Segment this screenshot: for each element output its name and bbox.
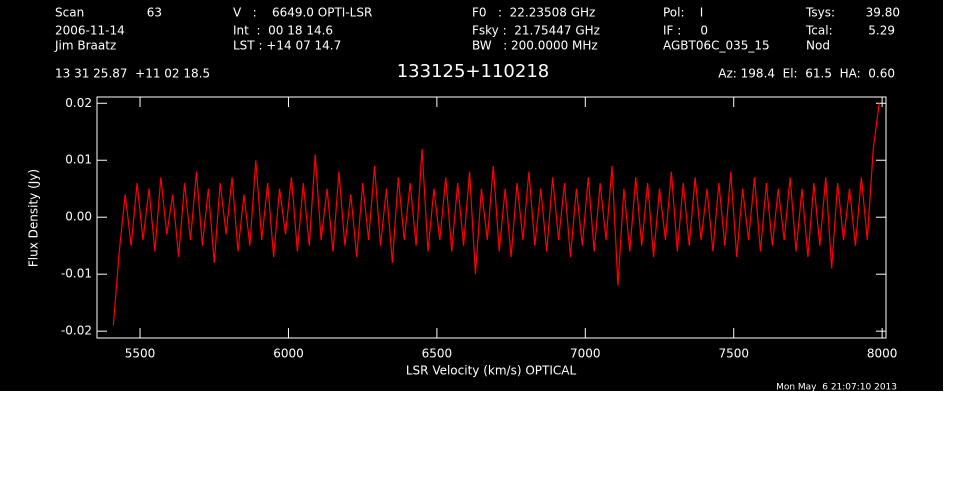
y-tick-label: 0.00 [65,210,92,224]
header-text: F0 : 22.23508 GHz [472,6,595,20]
y-tick-label: -0.02 [61,324,92,338]
header-text: 5.29 [868,24,895,38]
header-text: Tsys: [805,6,835,20]
header-text: IF : 0 [663,24,708,38]
header-text: Mon May 6 21:07:10 2013 [776,383,897,393]
header-text: Scan [55,6,84,20]
header-text: Az: 198.4 El: 61.5 HA: 0.60 [718,67,895,81]
header-text: Pol: I [663,6,703,20]
x-tick-label: 7000 [570,347,601,361]
header-text: Jim Braatz [54,39,116,53]
header-text: V : 6649.0 OPTI-LSR [233,6,372,20]
chart-title: 133125+110218 [397,61,550,82]
header-text: BW : 200.0000 MHz [472,39,598,53]
header-text: Nod [806,39,830,53]
header-text: Fsky : 21.75447 GHz [472,24,600,38]
y-tick-label: -0.01 [61,267,92,281]
header-text: AGBT06C_035_15 [663,39,770,53]
header-text: 39.80 [866,6,900,20]
header-text: Int : 00 18 14.6 [233,24,333,38]
header-text: 13 31 25.87 +11 02 18.5 [55,67,210,81]
x-tick-label: 8000 [867,347,898,361]
x-tick-label: 7500 [718,347,749,361]
header-text: LST : +14 07 14.7 [233,39,341,53]
x-tick-label: 6000 [273,347,304,361]
x-tick-label: 5500 [125,347,156,361]
header-text: 63 [147,6,162,20]
spectrum-line [112,103,880,326]
x-axis-label: LSR Velocity (km/s) OPTICAL [406,364,577,378]
x-tick-label: 6500 [422,347,453,361]
y-tick-label: 0.02 [65,96,92,110]
header-text: Tcal: [805,24,833,38]
y-axis-label: Flux Density (Jy) [27,169,41,267]
y-tick-label: 0.01 [65,153,92,167]
header-text: 2006-11-14 [55,24,125,38]
